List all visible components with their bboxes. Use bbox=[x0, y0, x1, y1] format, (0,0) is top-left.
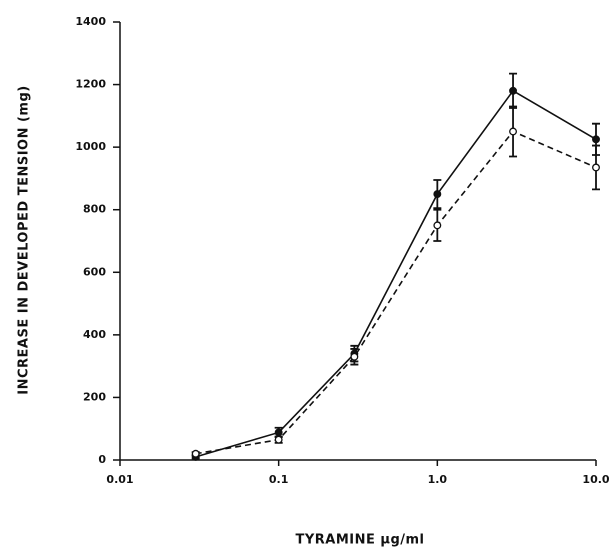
data-point bbox=[592, 135, 600, 144]
x-tick-label: 1.0 bbox=[428, 473, 448, 486]
data-point bbox=[274, 428, 283, 437]
y-tick-label: 600 bbox=[83, 265, 106, 278]
y-tick-label: 800 bbox=[83, 203, 106, 216]
y-tick-label: 400 bbox=[83, 328, 106, 341]
x-axis-title: TYRAMINE μg/ml bbox=[295, 533, 424, 548]
y-tick-label: 1400 bbox=[75, 15, 106, 28]
x-tick-label: 10.0 bbox=[582, 473, 609, 486]
data-point bbox=[433, 221, 442, 230]
data-point bbox=[274, 435, 283, 444]
data-point bbox=[592, 163, 600, 172]
data-point bbox=[350, 352, 359, 361]
y-tick-label: 1200 bbox=[75, 78, 106, 91]
data-point bbox=[191, 449, 200, 458]
y-axis-title: INCREASE IN DEVELOPED TENSION (mg) bbox=[17, 85, 32, 394]
data-point bbox=[509, 127, 517, 136]
data-point bbox=[433, 190, 442, 199]
x-tick-label: 0.01 bbox=[106, 473, 133, 486]
series-line bbox=[195, 89, 597, 458]
series-line bbox=[195, 130, 597, 455]
x-tick-label: 0.1 bbox=[269, 473, 289, 486]
data-point bbox=[509, 86, 517, 95]
y-tick-label: 0 bbox=[98, 453, 106, 466]
y-tick-label: 200 bbox=[83, 390, 106, 403]
y-tick-label: 1000 bbox=[75, 140, 106, 153]
